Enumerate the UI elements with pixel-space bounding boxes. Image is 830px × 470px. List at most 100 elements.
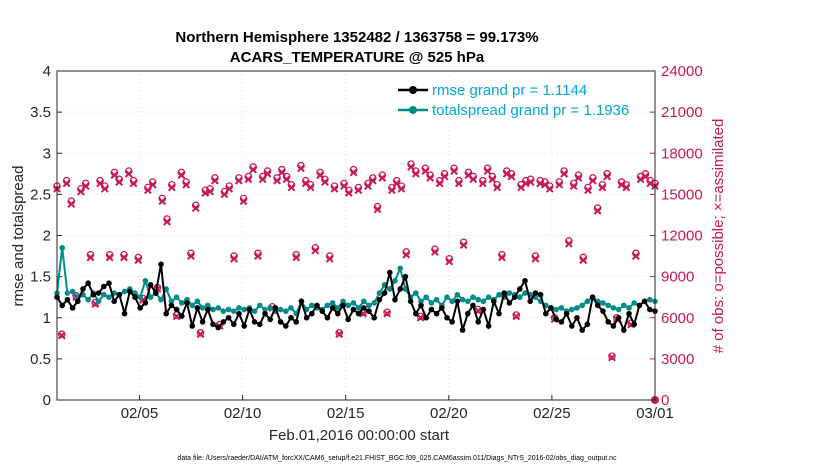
totalspread-point [168,298,175,305]
totalspread-point [366,302,372,309]
rmse-point [350,306,357,313]
right-tick-label: 3000 [661,351,694,368]
rmse-point [465,310,471,317]
rmse-point [184,300,190,306]
totalspread-point [121,288,128,295]
rmse-point [641,298,648,305]
rmse-point [236,310,242,317]
assimilated-obs-point [560,169,569,178]
totalspread-series [54,245,658,317]
rmse-point [392,296,398,303]
assimilated-obs-point [416,313,425,322]
assimilated-obs-point [574,174,583,182]
rmse-point [147,282,154,288]
assimilated-obs-point [617,180,626,189]
totalspread-point [647,296,653,303]
rmse-point [506,300,513,306]
rmse-point [329,305,336,311]
rmse-point [626,310,632,317]
data-file-footer: data file: /Users/raeder/DAI/ATM_forcXX/… [177,455,617,462]
totalspread-point [615,306,622,313]
rmse-point [158,261,164,268]
assimilated-obs-point [411,169,420,178]
rmse-point [475,319,482,325]
assimilated-obs-point [57,331,66,340]
assimilated-obs-point [191,204,200,212]
assimilated-obs-point [320,178,329,186]
totalspread-point [470,294,476,300]
y-tick-label: 3 [43,145,51,162]
legend-spread-label: totalspread grand pr = 1.1936 [432,102,629,119]
legend: rmse grand pr = 1.1144 totalspread grand… [394,78,629,124]
rmse-point [293,319,300,325]
x-tick-label: 02/15 [327,405,365,422]
x-tick-label: 02/20 [430,405,468,422]
legend-rmse-label: rmse grand pr = 1.1144 [432,82,587,99]
assimilated-obs-point [631,252,640,260]
rmse-point [116,291,123,298]
rmse-point [621,327,627,333]
assimilated-obs-point [440,172,449,181]
totalspread-point [553,306,559,313]
rmse-point [361,305,367,311]
totalspread-point [428,300,435,306]
assimilated-obs-point [67,200,76,208]
x-axis-ticks: 02/05 02/10 02/15 02/20 02/25 03/01 [121,395,674,422]
rmse-point [215,324,221,331]
totalspread-point [392,277,398,284]
rmse-point [449,319,456,325]
totalspread-point [324,302,331,309]
assimilated-obs-point [373,205,382,214]
rmse-point [631,321,637,328]
rmse-point [298,298,305,305]
rmse-point [95,290,102,296]
totalspread-point [309,302,315,309]
rmse-point [59,302,65,309]
totalspread-point [95,298,102,305]
rmse-point [225,314,232,321]
rmse-point [532,290,539,296]
rmse-point [428,306,435,313]
assimilated-obs-point [81,182,90,191]
assimilated-obs-point [120,253,128,262]
y-tick-label: 1.5 [30,269,51,286]
right-tick-label: 6000 [661,310,694,327]
assimilated-obs-point [330,184,339,193]
totalspread-point [569,306,575,313]
totalspread-point [621,302,627,309]
rmse-point [277,319,284,325]
assimilated-obs-point [445,257,454,266]
right-tick-label: 0 [661,392,669,409]
assimilated-obs-point [110,171,119,180]
x-tick-label: 02/05 [121,405,159,422]
right-axis-ticks: 0 3000 6000 9000 12000 15000 18000 21000 24000 [650,63,703,409]
assimilated-obs-point [282,175,291,184]
assimilated-obs-point [646,179,655,188]
assimilated-obs-point [210,176,219,185]
totalspread-point [387,286,393,292]
assimilated-obs-point [531,254,540,263]
rmse-point [444,314,450,321]
totalspread-point [376,290,383,296]
assimilated-obs-point [426,174,435,182]
rmse-point [584,321,591,328]
assimilated-obs-point [641,172,650,181]
rmse-point [267,316,274,323]
totalspread-point [350,300,357,306]
rmse-point [636,302,643,309]
rmse-point [522,277,528,284]
left-axis-ticks: 0 0.5 1 1.5 2 2.5 3 3.5 4 [30,63,62,409]
y-tick-label: 2 [43,228,51,245]
assimilated-obs-point [555,180,564,189]
assimilated-obs-point [450,167,458,175]
rmse-point [272,305,279,311]
totalspread-point [459,296,466,303]
totalspread-point [631,300,637,306]
totalspread-point [85,296,91,303]
assimilated-obs-point [230,254,238,263]
totalspread-point [288,305,294,311]
rmse-point [548,305,554,311]
rmse-point [231,321,237,328]
assimilated-obs-point [526,178,535,186]
